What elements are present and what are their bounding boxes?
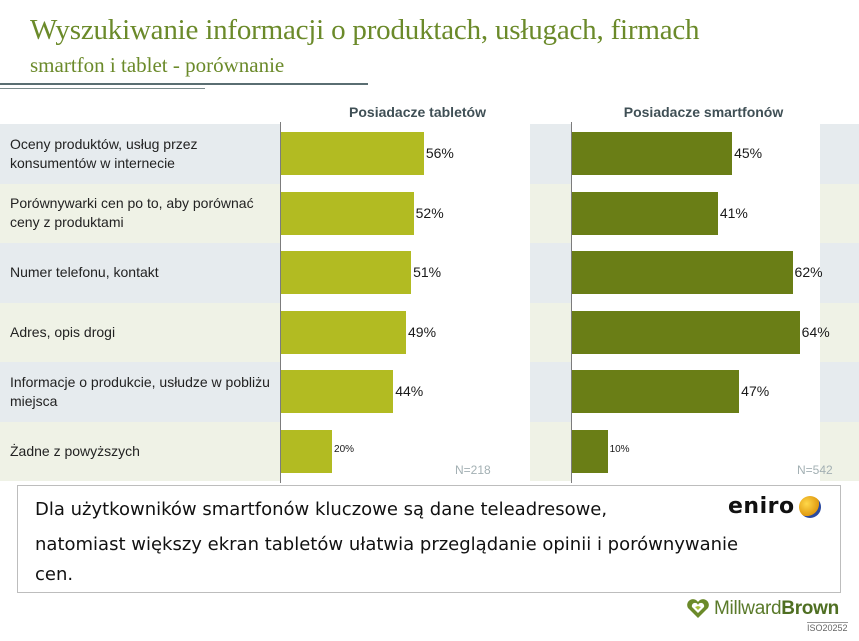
smartphone-value-label: 64% [801, 323, 830, 340]
eniro-swirl-icon [798, 495, 821, 518]
title-underline-secondary [0, 88, 205, 89]
smartphone-bar [572, 251, 793, 294]
smartphone-bar [572, 191, 718, 235]
smartphone-bar [572, 310, 800, 354]
smartphone-panel [571, 124, 820, 481]
tablet-bar [281, 251, 412, 294]
smartphone-value-label: 45% [734, 145, 763, 161]
title-underline [0, 83, 368, 85]
tablet-series-header: Posiadacze tabletów [349, 104, 486, 120]
tablet-value-label: 52% [415, 204, 444, 221]
smartphone-sample-size: N=542 [797, 463, 833, 477]
category-label: Informacje o produkcie, usłudze w pobliż… [10, 373, 270, 409]
smartphone-value-label: 47% [741, 383, 770, 399]
eniro-logo: eniro [728, 494, 821, 519]
tablet-bar [281, 429, 333, 473]
smartphone-series-header: Posiadacze smartfonów [623, 104, 784, 120]
tablet-sample-size: N=218 [455, 463, 491, 477]
iso-certification: ISO20252 [807, 622, 848, 633]
summary-note-line: natomiast większy ekran tabletów ułatwia… [35, 534, 739, 555]
tablet-bar [281, 310, 406, 354]
page-title: Wyszukiwanie informacji o produktach, us… [30, 14, 700, 46]
tablet-axis [280, 122, 281, 483]
tablet-value-label: 44% [395, 383, 424, 399]
millward-brown-heart-icon [687, 599, 709, 618]
page-subtitle: smartfon i tablet - porównanie [30, 53, 285, 77]
summary-note-box [17, 485, 841, 593]
millward-brown-logo: MillwardBrown [686, 598, 839, 620]
smartphone-bar [572, 429, 608, 473]
tablet-bar [281, 191, 414, 235]
category-label: Porównywarki cen po to, aby porównać cen… [10, 195, 254, 231]
smartphone-value-label: 62% [794, 264, 823, 280]
summary-note-line: Dla użytkowników smartfonów kluczowe są … [35, 499, 608, 520]
category-label: Żadne z powyższych [10, 442, 140, 459]
tablet-value-label: 20% [334, 443, 355, 455]
category-label: Oceny produktów, usług przez konsumentów… [10, 135, 198, 171]
smartphone-value-label: 10% [609, 443, 630, 455]
category-label: Numer telefonu, kontakt [10, 264, 159, 281]
tablet-panel [280, 124, 530, 481]
tablet-value-label: 49% [408, 323, 437, 340]
smartphone-axis [571, 122, 572, 483]
smartphone-value-label: 41% [719, 204, 748, 221]
eniro-logo-text: eniro [728, 494, 795, 519]
tablet-value-label: 56% [425, 145, 454, 161]
category-label: Adres, opis drogi [10, 323, 116, 340]
tablet-bar [281, 132, 424, 175]
tablet-value-label: 51% [413, 264, 442, 280]
millward-brown-text-a: Millward [714, 598, 782, 619]
smartphone-bar [572, 132, 733, 175]
millward-brown-text-b: Brown [781, 598, 839, 619]
smartphone-bar [572, 370, 740, 413]
tablet-bar [281, 370, 394, 413]
summary-note-line: cen. [35, 564, 74, 585]
